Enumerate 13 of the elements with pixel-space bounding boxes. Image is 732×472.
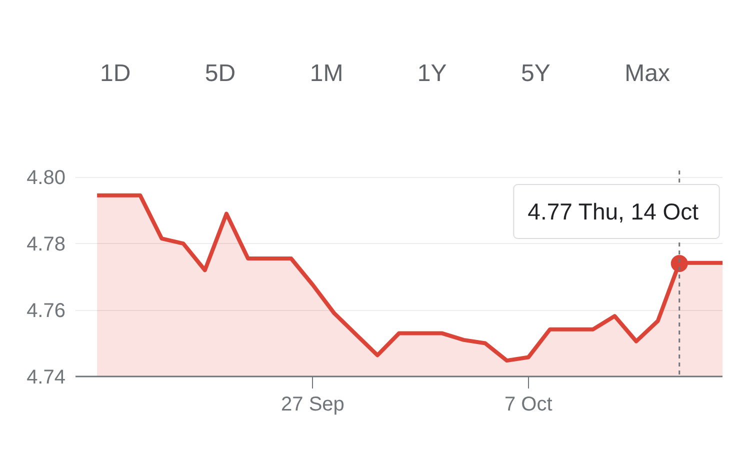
- text: 5Y: [521, 59, 550, 89]
- x-tick-label: 7 Oct: [504, 394, 553, 416]
- x-tick-label: 27 Sep: [281, 394, 344, 416]
- y-tick-label: 4.80: [26, 167, 66, 190]
- y-tick-label: 4.78: [26, 234, 66, 256]
- y-tick-label: 4.76: [26, 300, 66, 322]
- text: 1M: [310, 59, 344, 89]
- y-tick-label: 4.74: [26, 366, 66, 388]
- annotation: 4.77 Thu, 14 Oct: [528, 198, 700, 224]
- text: 1D: [100, 59, 131, 89]
- text: Max: [624, 59, 670, 89]
- text: 1Y: [417, 59, 447, 89]
- text: 5D: [204, 59, 236, 89]
